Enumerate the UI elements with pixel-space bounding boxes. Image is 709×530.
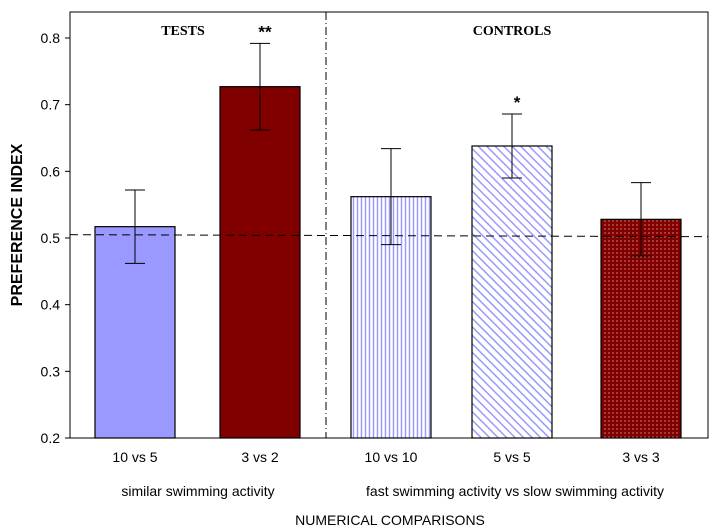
bar-5-vs-5	[471, 145, 553, 439]
y-tick-label: 0.5	[41, 230, 61, 246]
y-tick-label: 0.4	[41, 297, 61, 313]
group-label-fast-vs-slow: fast swimming activity vs slow swimming …	[366, 483, 664, 499]
bar-3-vs-2	[219, 86, 301, 439]
category-label: 10 vs 10	[365, 449, 418, 465]
section-label-controls: CONTROLS	[473, 24, 552, 39]
y-tick-label: 0.2	[41, 430, 61, 446]
chance-reference-line	[69, 234, 709, 238]
y-tick-label: 0.6	[41, 163, 61, 179]
significance-marker: **	[258, 22, 272, 41]
significance-marker: *	[514, 93, 521, 112]
y-axis-title: PREFERENCE INDEX	[9, 143, 26, 306]
y-tick-label: 0.7	[41, 97, 61, 113]
y-tick-label: 0.8	[41, 30, 61, 46]
error-bar	[502, 113, 522, 179]
x-axis-categories: 10 vs 5 3 vs 2 10 vs 10 5 vs 5 3 vs 3	[112, 449, 659, 465]
category-label: 3 vs 2	[241, 449, 279, 465]
y-tick-label: 0.3	[41, 363, 61, 379]
category-label: 10 vs 5	[112, 449, 157, 465]
error-bar	[250, 42, 270, 131]
error-bar	[125, 189, 145, 264]
section-label-tests: TESTS	[161, 24, 205, 39]
category-label: 5 vs 5	[493, 449, 531, 465]
y-axis: 0.2 0.3 0.4 0.5 0.6 0.7 0.8	[41, 30, 70, 446]
group-label-similar: similar swimming activity	[121, 483, 274, 499]
category-label: 3 vs 3	[622, 449, 660, 465]
x-axis-title: NUMERICAL COMPARISONS	[295, 512, 485, 528]
error-bar	[381, 148, 401, 246]
error-bar	[631, 182, 651, 257]
bars-group: ***	[94, 22, 682, 439]
